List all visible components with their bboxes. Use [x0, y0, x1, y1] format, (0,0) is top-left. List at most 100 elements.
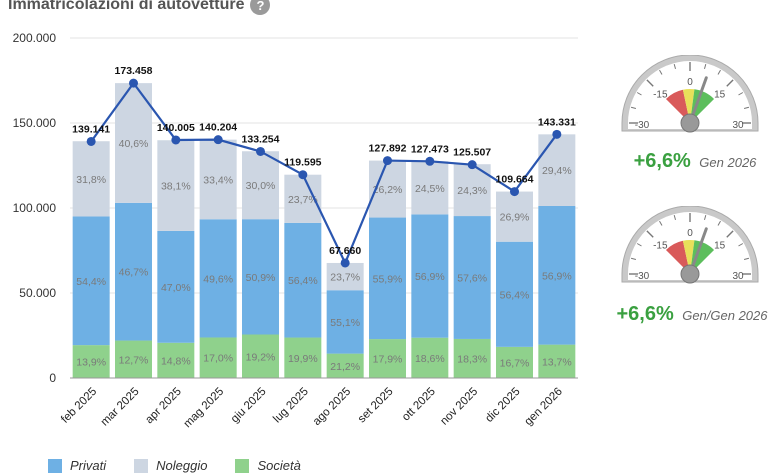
total-value-label: 119.595	[284, 157, 322, 169]
x-tick-label: apr 2025	[143, 386, 184, 427]
total-value-label: 173.458	[115, 65, 153, 77]
total-value-label: 139.141	[72, 123, 110, 135]
gauge-zone-green	[691, 240, 715, 269]
segment-percent-label: 56,9%	[542, 270, 572, 282]
gauge-yoy: -30 -15 0 15 30 +6,6% Gen/Gen 2026	[610, 205, 780, 326]
gauge-zone-red	[665, 89, 689, 118]
gauge-monthly-value: +6,6%	[633, 150, 691, 172]
bar-segment-privati	[411, 214, 449, 338]
legend-item-societa[interactable]: Società	[235, 458, 301, 473]
total-point	[129, 78, 138, 88]
bar-segment-noleggio	[496, 191, 533, 242]
total-point	[298, 170, 308, 180]
segment-percent-label: 19,2%	[246, 351, 276, 363]
segment-percent-label: 23,7%	[288, 194, 318, 206]
x-tick-label: ago 2025	[311, 386, 353, 428]
bar-segment-privati	[538, 205, 576, 345]
segment-percent-label: 56,4%	[500, 289, 530, 301]
gauge-tick-label: -30	[635, 120, 650, 131]
bar-segment-societa	[72, 345, 110, 378]
bar-segment-societa	[115, 340, 152, 378]
y-tick-label: 150.000	[13, 116, 57, 130]
segment-percent-label: 50,9%	[246, 272, 276, 284]
legend-item-privati[interactable]: Privati	[48, 458, 106, 473]
x-tick-label: mag 2025	[182, 386, 227, 431]
y-tick-label: 100.000	[13, 201, 57, 215]
segment-percent-label: 17,9%	[373, 354, 403, 366]
x-tick-label: gen 2026	[523, 386, 565, 428]
total-point	[425, 156, 435, 166]
segment-percent-label: 46,7%	[119, 267, 149, 279]
segment-percent-label: 14,8%	[161, 355, 191, 367]
total-point	[86, 136, 96, 146]
gauge-tick-label: 15	[714, 240, 726, 251]
segment-percent-label: 54,4%	[76, 276, 106, 288]
total-point	[340, 258, 350, 268]
segment-percent-label: 47,0%	[161, 282, 191, 294]
page-title: Immatricolazioni di autovetture	[8, 0, 245, 13]
gauge-tick	[646, 230, 654, 238]
segment-percent-label: 33,4%	[203, 174, 233, 186]
bar-segment-privati	[369, 217, 406, 340]
bar-segment-privati	[326, 290, 364, 354]
total-series-line	[90, 81, 558, 266]
question-icon[interactable]: ?	[250, 0, 271, 15]
total-value-label: 140.204	[199, 122, 237, 134]
gauge-tick	[726, 230, 734, 238]
legend-label: Privati	[70, 458, 107, 473]
bar-segment-noleggio	[242, 151, 279, 220]
gauge-tick-label: 30	[732, 120, 744, 131]
segment-percent-label: 24,3%	[457, 185, 487, 197]
legend-label: Noleggio	[156, 458, 208, 473]
segment-percent-label: 16,7%	[500, 357, 530, 369]
segment-percent-label: 26,9%	[500, 212, 530, 224]
legend-item-noleggio[interactable]: Noleggio	[134, 458, 207, 473]
gauge-hub	[680, 113, 700, 133]
chart-legend: Privati Noleggio Società	[48, 458, 301, 473]
legend-swatch	[134, 458, 149, 473]
y-tick-label: 0	[49, 371, 56, 385]
total-point	[552, 129, 562, 139]
segment-percent-label: 21,2%	[330, 361, 360, 373]
gauge-tick	[738, 243, 744, 247]
bar-segment-societa	[199, 337, 237, 378]
gauge-tick-label: 0	[687, 77, 693, 88]
gauge-tick	[673, 214, 676, 221]
segment-percent-label: 56,9%	[415, 271, 445, 283]
gauge-tick	[636, 92, 642, 96]
legend-swatch	[48, 458, 62, 473]
gauge-tick-label: 15	[714, 89, 726, 100]
gauge-tick	[636, 243, 642, 247]
segment-percent-label: 19,9%	[288, 353, 318, 365]
bar-segment-privati	[157, 230, 195, 343]
bar-segment-noleggio	[538, 134, 576, 206]
bar-segment-societa	[157, 342, 195, 378]
segment-percent-label: 29,4%	[542, 165, 572, 177]
bar-segment-privati	[115, 202, 152, 341]
gauge-hub	[680, 264, 700, 284]
gauge-monthly: -30 -15 0 15 30 +6,6% Gen 2026	[610, 54, 780, 173]
total-point	[383, 156, 392, 166]
x-tick-label: mar 2025	[99, 386, 142, 429]
gauge-tick-label: 30	[732, 271, 744, 282]
bar-segment-societa	[538, 344, 576, 378]
segment-percent-label: 49,6%	[203, 273, 233, 285]
x-tick-label: lug 2025	[271, 386, 311, 426]
gauge-tick	[738, 92, 744, 96]
total-value-label: 67.660	[329, 245, 361, 257]
gauge-tick-label: -15	[653, 89, 668, 100]
segment-percent-label: 55,9%	[373, 273, 403, 285]
segment-percent-label: 17,0%	[203, 353, 233, 365]
gauge-dial: -30 -15 0 15 30	[621, 205, 759, 284]
x-tick-label: set 2025	[356, 386, 396, 426]
segment-percent-label: 38,1%	[161, 181, 191, 193]
chart-title-area: Immatricolazioni di autovetture ?	[8, 0, 271, 15]
registrations-chart: 0 50.000 100.000 150.000 200.000 13,9% 54,4% 31…	[13, 31, 578, 431]
x-tick-label: nov 2025	[438, 386, 480, 428]
x-tick-label: feb 2025	[59, 386, 99, 426]
segment-percent-label: 24,5%	[415, 183, 445, 195]
bar-segment-privati	[199, 219, 237, 338]
total-point	[171, 135, 181, 145]
gauge-tick	[659, 220, 663, 226]
bar-segment-noleggio	[72, 141, 110, 217]
